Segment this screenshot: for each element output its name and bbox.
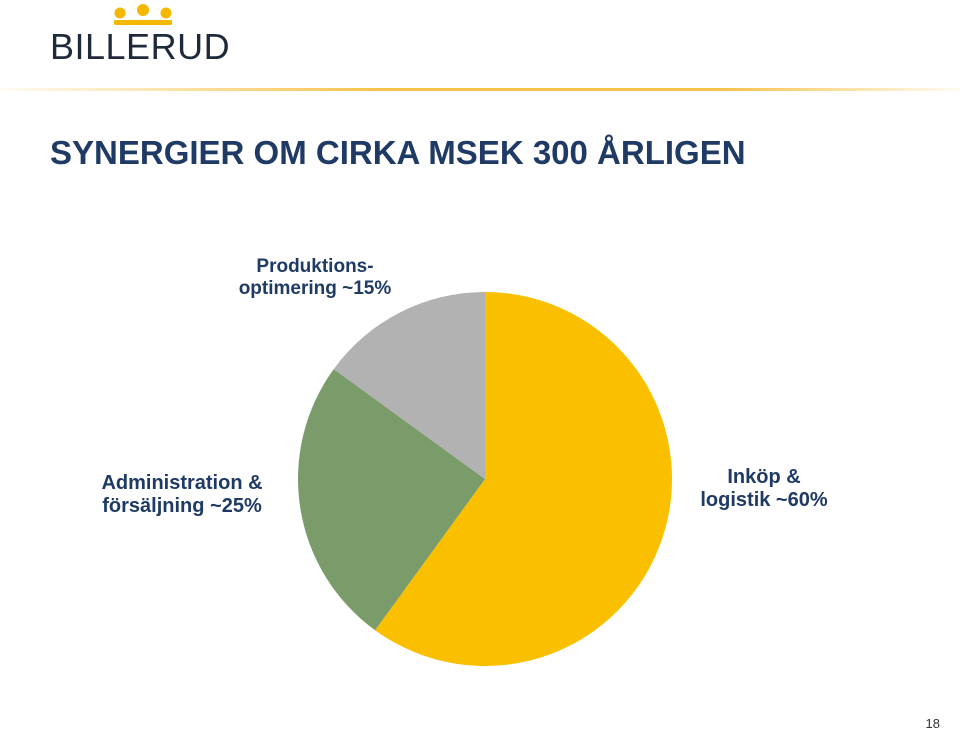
pie-slice-1: [298, 369, 485, 631]
slice-label-line: Administration &: [101, 472, 263, 494]
slice-label-line: Produktions-: [256, 256, 374, 277]
pie-slice-0: [375, 292, 672, 666]
slice-label-administration: Administration & försäljning ~25%: [78, 472, 286, 518]
slice-label-produktionsoptimering: Produktions- optimering ~15%: [210, 256, 420, 300]
slice-label-line: försäljning ~25%: [102, 495, 262, 517]
pie-slice-2: [333, 292, 485, 479]
slice-label-line: logistik ~60%: [700, 489, 828, 511]
page-number: 18: [925, 716, 940, 731]
crown-icon: [114, 4, 172, 25]
billerud-logo: [114, 4, 172, 25]
page-title: SYNERGIER OM CIRKA MSEK 300 ÅRLIGEN: [50, 134, 746, 171]
header-divider: [0, 88, 960, 91]
slice-label-line: optimering ~15%: [238, 277, 392, 299]
logo-wordmark: BILLERUD: [50, 26, 231, 67]
slice-label-inkop-logistik: Inköp & logistik ~60%: [680, 466, 848, 512]
slice-label-line: Inköp &: [727, 466, 801, 488]
